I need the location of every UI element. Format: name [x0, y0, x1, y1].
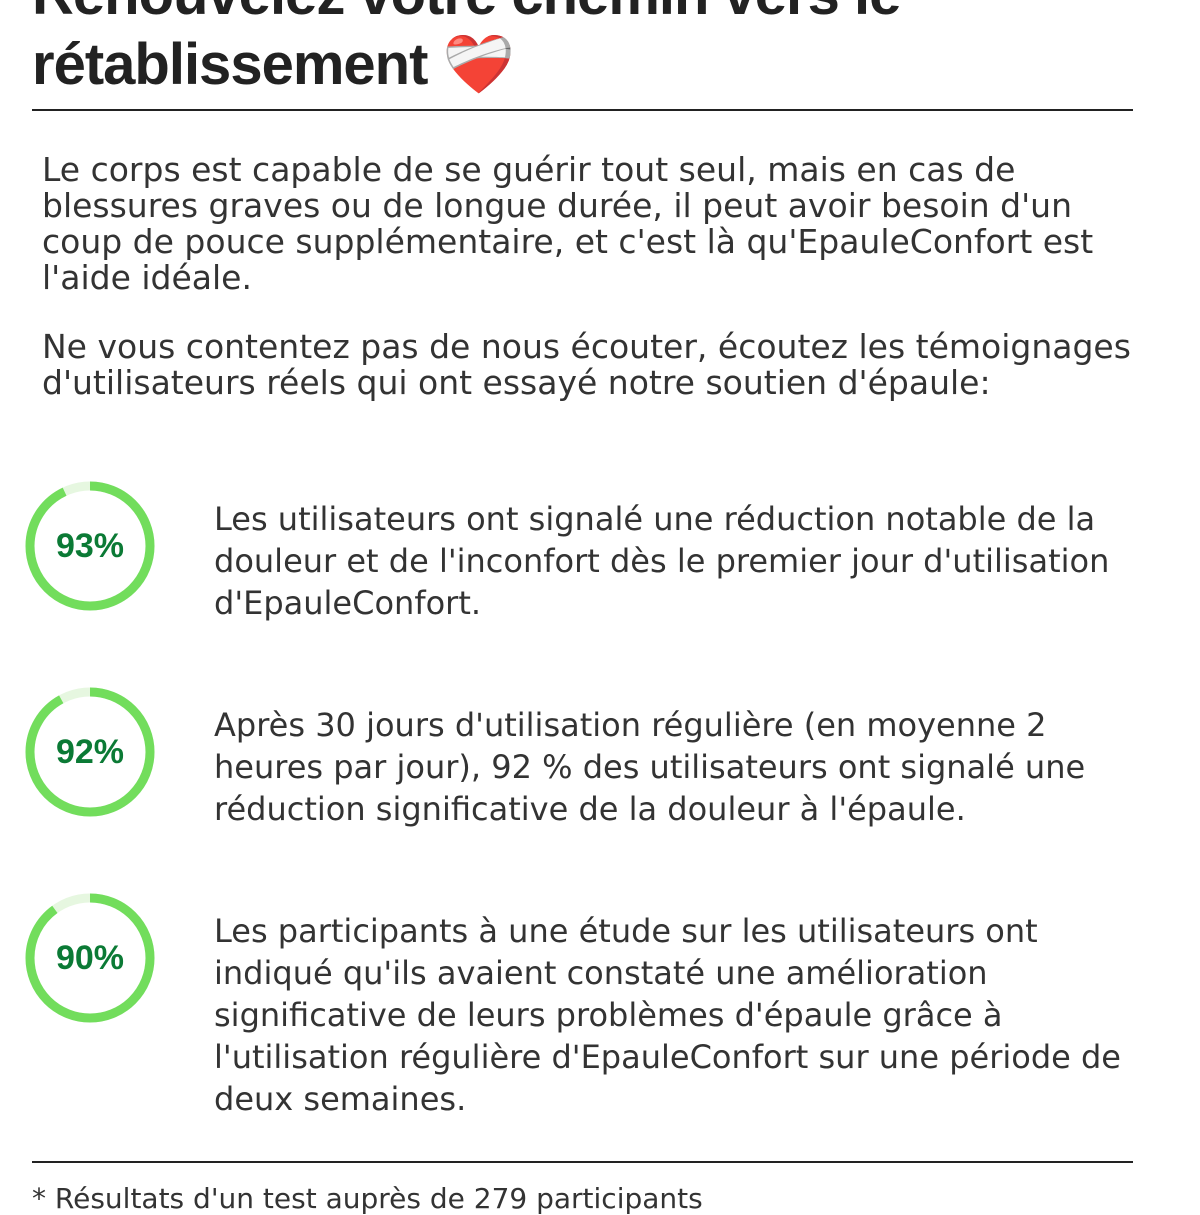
stat-text: Les utilisateurs ont signalé une réducti…: [214, 500, 1110, 622]
divider: [32, 1161, 1133, 1163]
divider: [32, 109, 1133, 111]
paragraph: Ne vous contentez pas de nous écouter, é…: [42, 327, 1131, 402]
ring-label: 93%: [56, 527, 124, 565]
progress-ring: 93%: [25, 481, 155, 611]
ring-arc: [25, 481, 155, 611]
footnote: * Résultats d'un test auprès de 279 part…: [32, 1182, 703, 1215]
ring-label: 90%: [56, 939, 124, 977]
ring-arc: [25, 687, 155, 817]
ring-label: 92%: [56, 733, 124, 771]
stat-text: Après 30 jours d'utilisation régulière (…: [214, 706, 1086, 828]
ring-arc: [25, 893, 155, 1023]
stat-text: Les participants à une étude sur les uti…: [214, 912, 1121, 1118]
paragraph: Le corps est capable de se guérir tout s…: [42, 150, 1094, 297]
progress-ring: 92%: [25, 687, 155, 817]
title: Renouvelez votre chemin vers le rétablis…: [32, 0, 901, 97]
progress-ring: 90%: [25, 893, 155, 1023]
